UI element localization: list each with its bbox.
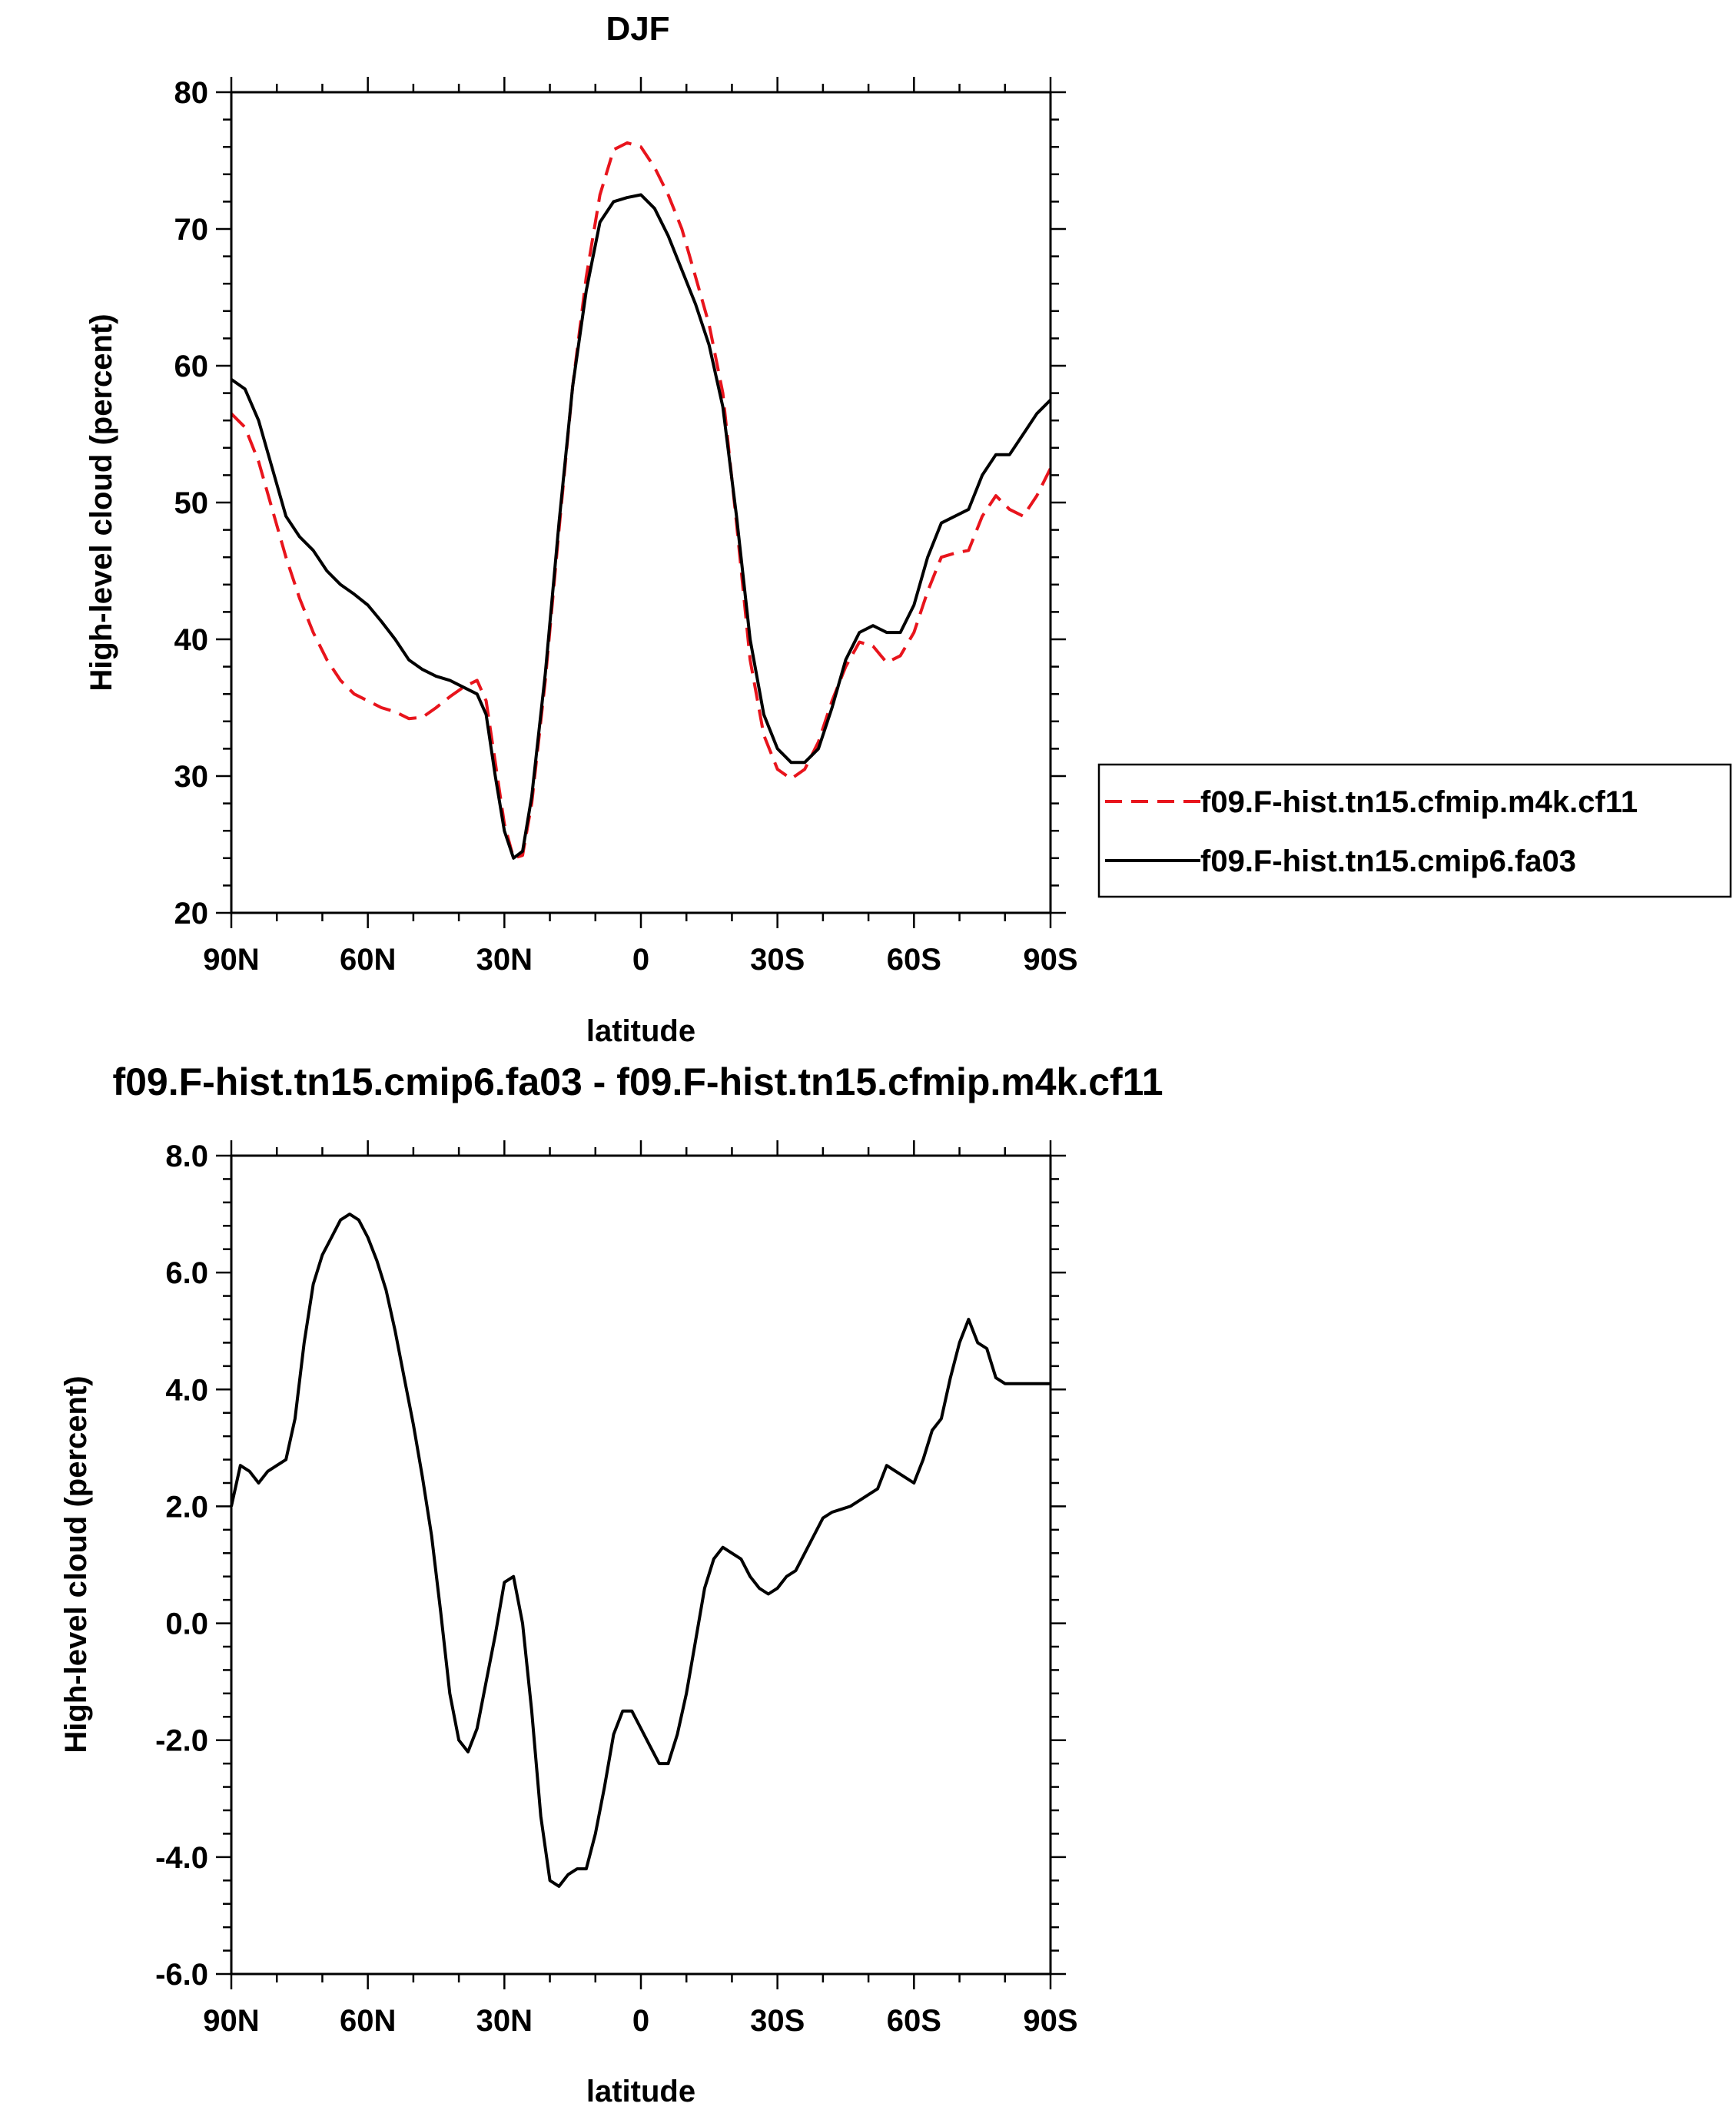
y-tick-label: 8.0 xyxy=(165,1140,208,1173)
x-tick-label: 30N xyxy=(476,2004,533,2038)
x-tick-label: 90N xyxy=(203,2004,259,2038)
legend-box xyxy=(1097,763,1732,898)
bottom-chart: f09.F-hist.tn15.cmip6.fa03 - f09.F-hist.… xyxy=(59,1060,1163,2108)
top-chart-ylabel: High-level cloud (percent) xyxy=(85,314,118,691)
y-tick-label: 4.0 xyxy=(165,1373,208,1407)
x-tick-label: 90N xyxy=(203,943,259,977)
x-tick-label: 60S xyxy=(887,2004,941,2038)
legend-label-m4k: f09.F-hist.tn15.cfmip.m4k.cf11 xyxy=(1200,785,1638,819)
x-tick-label: 30N xyxy=(476,943,533,977)
bottom-chart-series xyxy=(230,1213,1051,1888)
y-tick-label: 20 xyxy=(174,897,209,931)
y-tick-label: 80 xyxy=(174,76,209,110)
x-tick-label: 30S xyxy=(750,2004,805,2038)
x-tick-label: 0 xyxy=(632,943,649,977)
y-tick-label: 2.0 xyxy=(165,1490,208,1524)
x-tick-label: 60N xyxy=(340,943,396,977)
y-tick-label: -4.0 xyxy=(155,1841,208,1875)
top-series-line-0 xyxy=(230,141,1052,860)
bottom-chart-ylabel: High-level cloud (percent) xyxy=(59,1375,93,1753)
legend-label-fa03: f09.F-hist.tn15.cmip6.fa03 xyxy=(1200,844,1576,878)
top-series-line-1 xyxy=(230,193,1052,860)
bottom-series-line-0 xyxy=(230,1213,1051,1888)
y-tick-label: 0.0 xyxy=(165,1607,208,1641)
top-chart-ticks: 90N 60N 30N 0 30S 60S 90S 20 30 40 50 60 70 80 xyxy=(174,76,1078,977)
legend: f09.F-hist.tn15.cfmip.m4k.cf11 f09.F-his… xyxy=(1097,763,1732,898)
x-tick-label: 90S xyxy=(1023,943,1077,977)
y-tick-label: 70 xyxy=(174,213,209,247)
top-chart: DJF 90N 60N 30N 0 30S 60S 90S 20 30 40 50 60 70 80 la… xyxy=(85,10,1732,1048)
x-tick-label: 60N xyxy=(340,2004,396,2038)
y-tick-label: 50 xyxy=(174,486,209,520)
y-tick-label: -2.0 xyxy=(155,1724,208,1758)
top-chart-xlabel: latitude xyxy=(586,1014,695,1048)
bottom-chart-title: f09.F-hist.tn15.cmip6.fa03 - f09.F-hist.… xyxy=(112,1060,1163,1103)
bottom-chart-xlabel: latitude xyxy=(586,2075,695,2108)
top-chart-frame xyxy=(230,91,1052,914)
y-tick-label: 40 xyxy=(174,623,209,657)
y-tick-label: 30 xyxy=(174,760,209,794)
y-tick-label: -6.0 xyxy=(155,1958,208,1992)
top-chart-title: DJF xyxy=(606,10,669,48)
x-tick-label: 30S xyxy=(750,943,805,977)
y-tick-label: 60 xyxy=(174,350,209,383)
x-tick-label: 90S xyxy=(1023,2004,1077,2038)
y-tick-label: 6.0 xyxy=(165,1256,208,1290)
bottom-chart-frame xyxy=(230,1154,1052,1976)
x-tick-label: 0 xyxy=(632,2004,649,2038)
top-chart-series xyxy=(230,141,1052,860)
x-tick-label: 60S xyxy=(887,943,941,977)
bottom-chart-ticks: 90N 60N 30N 0 30S 60S 90S -6.0 -4.0 -2.0 0.0 2.0 4.0… xyxy=(155,1140,1078,2038)
